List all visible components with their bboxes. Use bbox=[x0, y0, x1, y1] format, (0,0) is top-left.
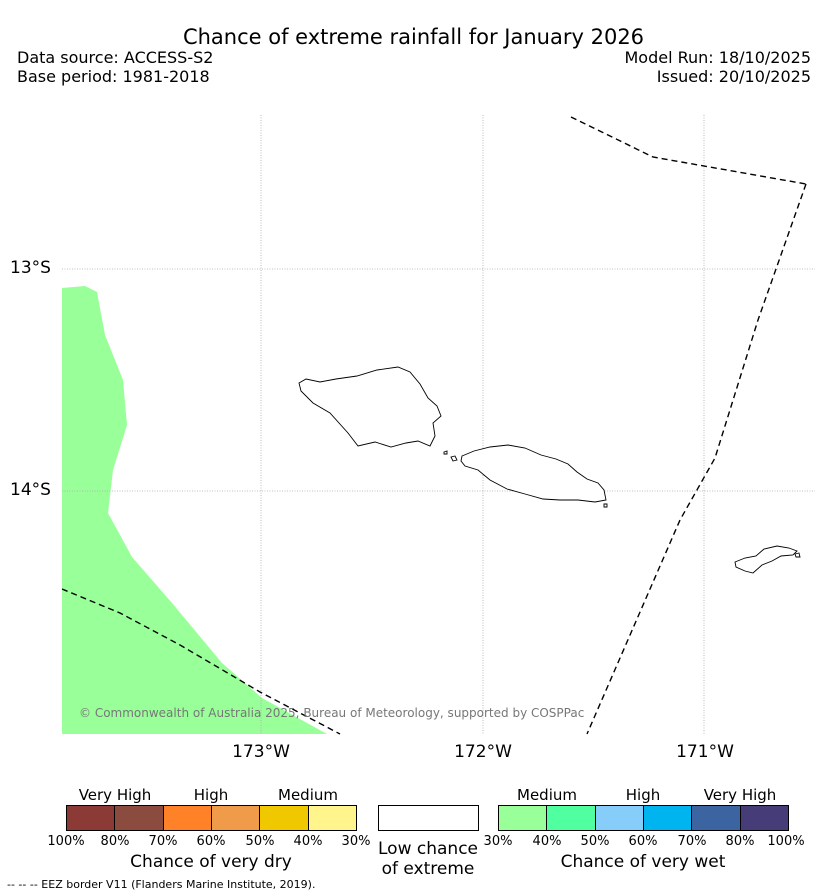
wet-category-very-high: Very High bbox=[703, 786, 777, 804]
issued-label: Issued: 20/10/2025 bbox=[656, 67, 811, 86]
eez-border-north bbox=[570, 116, 807, 185]
dry-tick-5: 50% bbox=[245, 834, 275, 849]
gridlines bbox=[62, 115, 815, 734]
eez-border-east bbox=[586, 183, 807, 735]
dry-swatch-1 bbox=[67, 806, 116, 830]
header-left: Data source: ACCESS-S2 Base period: 1981… bbox=[17, 48, 213, 86]
wet-category-medium: Medium bbox=[517, 786, 577, 804]
dry-category-medium: Medium bbox=[278, 786, 338, 804]
lat-label-13s: 13°S bbox=[10, 258, 51, 278]
base-period-label: Base period: 1981-2018 bbox=[17, 67, 210, 86]
dry-swatch-2 bbox=[115, 806, 164, 830]
model-run-label: Model Run: 18/10/2025 bbox=[624, 48, 812, 67]
low-swatch bbox=[379, 806, 478, 830]
wet-tick-5: 70% bbox=[677, 834, 707, 849]
dry-colorbar bbox=[66, 805, 357, 831]
wet-legend-caption: Chance of very wet bbox=[560, 852, 726, 872]
data-source-label: Data source: ACCESS-S2 bbox=[17, 48, 214, 67]
wet-tick-7: 100% bbox=[767, 834, 805, 849]
dry-tick-1: 100% bbox=[47, 834, 85, 849]
dry-swatch-4 bbox=[211, 806, 261, 830]
wet-tick-6: 80% bbox=[725, 834, 755, 849]
savaii-island bbox=[298, 366, 442, 448]
aleipata-islet bbox=[603, 503, 608, 508]
dry-swatch-6 bbox=[308, 806, 356, 830]
tutuila-island bbox=[734, 545, 798, 574]
dry-swatch-3 bbox=[163, 806, 212, 830]
low-caption-line2: of extreme bbox=[381, 859, 475, 879]
upolu-island bbox=[460, 444, 607, 503]
low-caption-line1: Low chance bbox=[378, 839, 478, 859]
wet-swatch-4 bbox=[643, 806, 693, 830]
map-canvas bbox=[61, 115, 815, 735]
low-chance-caption: Low chance of extreme bbox=[378, 839, 478, 879]
wet-swatch-5 bbox=[692, 806, 741, 830]
dry-swatch-5 bbox=[260, 806, 309, 830]
aunuu-islet bbox=[794, 552, 801, 558]
wet-swatch-3 bbox=[595, 806, 644, 830]
lon-label-173w: 173°W bbox=[232, 742, 290, 762]
dry-tick-7: 30% bbox=[341, 834, 371, 849]
eez-borders bbox=[61, 116, 807, 735]
dry-tick-4: 60% bbox=[196, 834, 226, 849]
wet-swatch-6 bbox=[740, 806, 788, 830]
wet-category-high: High bbox=[625, 786, 661, 804]
dry-category-high: High bbox=[193, 786, 229, 804]
wet-swatch-2 bbox=[547, 806, 596, 830]
dry-tick-6: 40% bbox=[293, 834, 323, 849]
islands bbox=[298, 366, 801, 574]
wet-tick-4: 60% bbox=[628, 834, 658, 849]
lat-label-14s: 14°S bbox=[10, 480, 51, 500]
wet-region-medium bbox=[62, 286, 327, 734]
dry-tick-3: 70% bbox=[148, 834, 178, 849]
eez-border-footnote: -- -- -- EEZ border V11 (Flanders Marine… bbox=[7, 878, 316, 891]
wet-tick-3: 50% bbox=[580, 834, 610, 849]
eez-border-southwest bbox=[61, 588, 341, 735]
dry-tick-2: 80% bbox=[100, 834, 130, 849]
low-chance-swatch bbox=[378, 805, 479, 831]
wet-tick-1: 30% bbox=[483, 834, 513, 849]
map-title: Chance of extreme rainfall for January 2… bbox=[182, 25, 645, 49]
copyright-notice: © Commonwealth of Australia 2025, Bureau… bbox=[79, 706, 585, 720]
dry-category-very-high: Very High bbox=[78, 786, 152, 804]
wet-swatch-1 bbox=[499, 806, 548, 830]
dry-legend-caption: Chance of very dry bbox=[130, 852, 292, 872]
manono-islet bbox=[450, 455, 458, 462]
lon-label-171w: 171°W bbox=[676, 742, 734, 762]
wet-tick-2: 40% bbox=[532, 834, 562, 849]
lon-label-172w: 172°W bbox=[454, 742, 512, 762]
header-right: Model Run: 18/10/2025 Issued: 20/10/2025 bbox=[625, 48, 812, 86]
wet-colorbar bbox=[498, 805, 789, 831]
apolima-islet bbox=[443, 450, 448, 455]
